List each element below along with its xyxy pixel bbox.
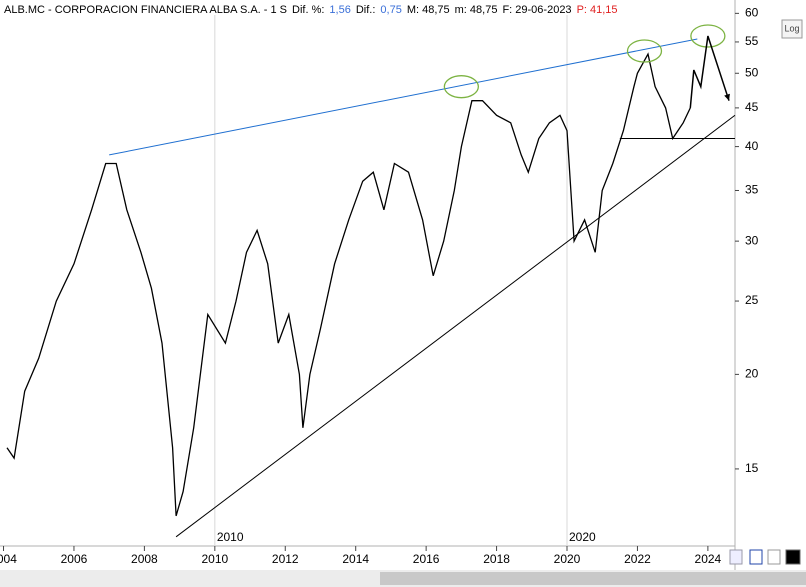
decade-label: 2010 xyxy=(217,530,244,544)
scroll-thumb[interactable] xyxy=(380,572,806,585)
header: ALB.MC - CORPORACION FINANCIERA ALBA S.A… xyxy=(4,4,618,16)
icon-button[interactable] xyxy=(767,549,781,565)
y-tick-label: 35 xyxy=(745,183,759,197)
log-button-label[interactable]: Log xyxy=(784,23,799,33)
x-tick-label: 2024 xyxy=(695,552,722,566)
icon-button[interactable] xyxy=(729,549,743,565)
x-tick-label: 2012 xyxy=(272,552,299,566)
y-tick-label: 25 xyxy=(745,293,759,307)
x-tick-label: 2022 xyxy=(624,552,651,566)
highlight-ellipse xyxy=(690,24,726,48)
x-tick-label: 2008 xyxy=(131,552,158,566)
y-tick-label: 60 xyxy=(745,6,759,20)
x-tick-label: 2016 xyxy=(413,552,440,566)
highlight-ellipse xyxy=(626,39,663,63)
header-item: ALB.MC - CORPORACION FINANCIERA ALBA S.A… xyxy=(4,4,287,16)
y-tick-label: 55 xyxy=(745,34,759,48)
header-item: Dif.: xyxy=(356,4,376,16)
y-tick-label: 20 xyxy=(745,367,759,381)
y-tick-label: 40 xyxy=(745,139,759,153)
x-tick-label: 2018 xyxy=(483,552,510,566)
x-tick-label: 2014 xyxy=(342,552,369,566)
header-item: Dif. %: xyxy=(292,4,324,16)
header-item: F: 29-06-2023 xyxy=(502,4,571,16)
x-tick-label: 2020 xyxy=(554,552,581,566)
x-tick-label: 2010 xyxy=(201,552,228,566)
save-button[interactable] xyxy=(749,549,763,565)
price-line xyxy=(6,52,691,517)
support-line xyxy=(175,114,736,538)
x-tick-label: 2004 xyxy=(0,552,17,566)
x-tick-label: 2006 xyxy=(61,552,88,566)
y-tick-label: 30 xyxy=(745,233,759,247)
plot: 15 20 25 30 35 40 45 50 55 60 2004 2006 2008 2010 2012… xyxy=(0,6,759,567)
y-tick-label: 45 xyxy=(745,100,759,114)
header-item: m: 48,75 xyxy=(455,4,498,16)
header-item: 1,56 xyxy=(329,4,350,16)
color-button[interactable] xyxy=(785,549,801,565)
arrow-head xyxy=(724,93,730,101)
y-tick-label: 50 xyxy=(745,65,759,79)
header-item: M: 48,75 xyxy=(407,4,450,16)
header-item: P: 41,15 xyxy=(577,4,618,16)
forecast-path xyxy=(689,35,730,108)
decade-label: 2020 xyxy=(569,530,596,544)
header-item: 0,75 xyxy=(380,4,401,16)
y-tick-label: 15 xyxy=(745,461,759,475)
log-button[interactable] xyxy=(781,19,803,39)
resistance-line xyxy=(109,38,698,156)
highlight-ellipse xyxy=(443,75,480,99)
